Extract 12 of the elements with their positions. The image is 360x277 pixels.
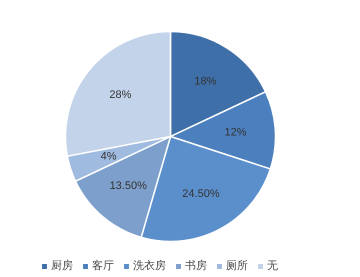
legend-label: 洗衣房 bbox=[133, 258, 166, 273]
legend-label: 客厅 bbox=[92, 258, 114, 273]
data-label: 12% bbox=[224, 126, 247, 138]
data-label: 13.50% bbox=[110, 180, 148, 192]
legend-label: 厕所 bbox=[226, 259, 248, 273]
data-label: 24.50% bbox=[182, 188, 220, 200]
data-label: 28% bbox=[109, 89, 132, 102]
data-label: 18% bbox=[194, 76, 217, 88]
data-label: 4% bbox=[100, 150, 117, 163]
legend-label: 书房 bbox=[185, 258, 207, 273]
legend-label: 无 bbox=[267, 259, 279, 273]
legend-label: 厨房 bbox=[51, 258, 73, 273]
